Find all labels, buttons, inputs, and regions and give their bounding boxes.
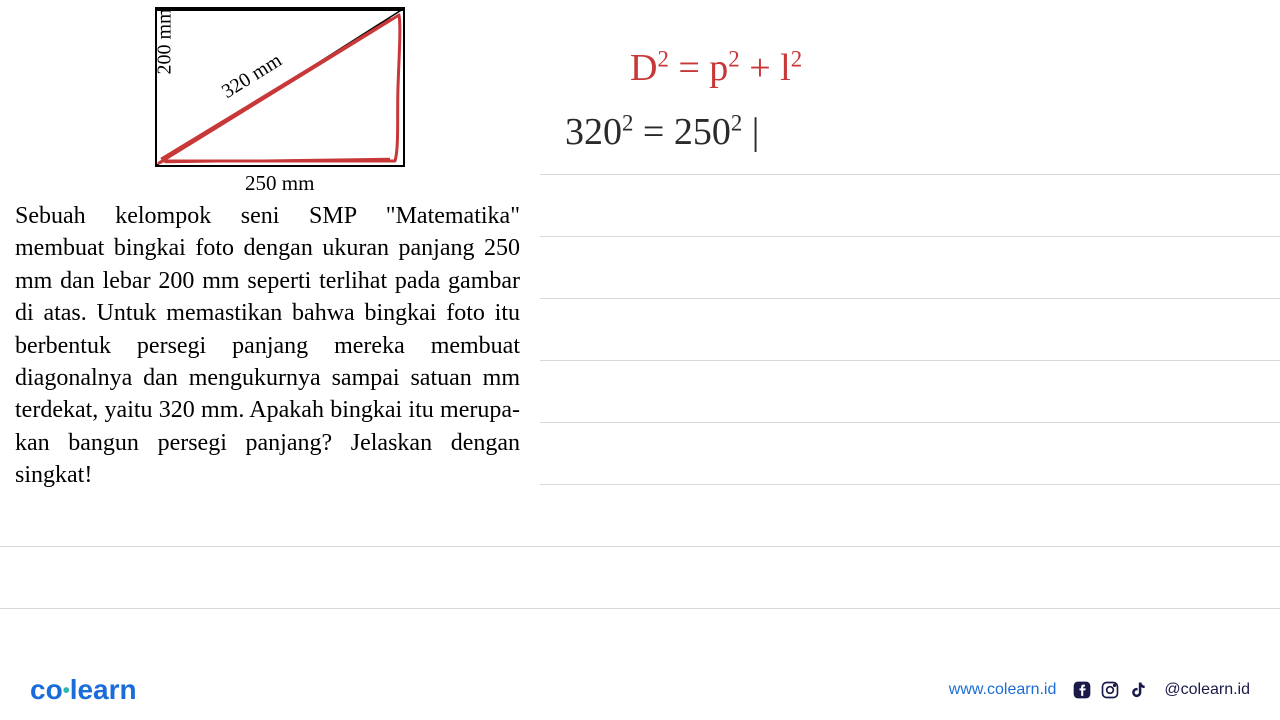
ruled-line <box>540 422 1280 423</box>
ruled-line <box>540 484 1280 485</box>
logo-learn: learn <box>70 674 137 705</box>
left-panel: 200 mm 320 mm 250 mm Sebuah kelompok sen… <box>15 5 540 492</box>
footer: co•learn www.colearn.id @colearn.id <box>0 660 1280 720</box>
ruled-lines-container <box>540 0 1280 640</box>
right-panel: D2 = p2 + l2 3202 = 2502 | <box>540 0 1280 640</box>
problem-text: Sebuah kelompok seni SMP "Matematika" me… <box>15 200 540 492</box>
footer-right: www.colearn.id @colearn.id <box>949 679 1250 701</box>
label-width: 250 mm <box>245 171 314 196</box>
tiktok-icon <box>1127 679 1149 701</box>
logo-co: co <box>30 674 63 705</box>
instagram-icon <box>1099 679 1121 701</box>
logo: co•learn <box>30 674 137 706</box>
social-icons <box>1071 679 1149 701</box>
figure-rectangle: 200 mm 320 mm 250 mm <box>145 5 425 180</box>
red-triangle-overlay <box>155 7 405 167</box>
social-handle: @colearn.id <box>1164 681 1250 699</box>
ruled-line <box>540 360 1280 361</box>
content-area: 200 mm 320 mm 250 mm Sebuah kelompok sen… <box>0 0 1280 640</box>
handwriting-formula: D2 = p2 + l2 <box>630 46 802 90</box>
ruled-line <box>540 174 1280 175</box>
handwriting-substitution: 3202 = 2502 | <box>565 110 759 154</box>
ruled-line <box>0 608 1280 609</box>
ruled-line <box>540 236 1280 237</box>
ruled-line <box>0 546 1280 547</box>
ruled-line <box>540 298 1280 299</box>
label-height: 200 mm <box>154 8 177 74</box>
website-url: www.colearn.id <box>949 681 1057 699</box>
logo-dot: • <box>63 680 70 702</box>
facebook-icon <box>1071 679 1093 701</box>
